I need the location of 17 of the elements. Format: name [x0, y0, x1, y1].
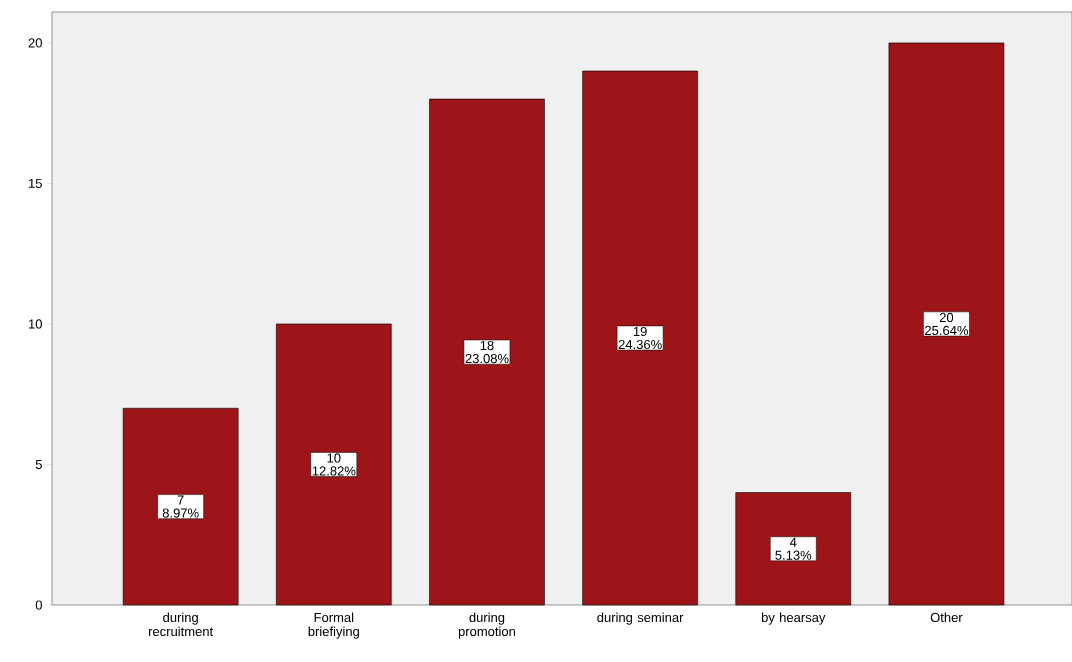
- y-tick-label: 15: [28, 178, 42, 188]
- data-label: 10 12.82%: [312, 453, 356, 476]
- x-tick-label: during recruitment: [149, 612, 214, 637]
- y-tick-label: 10: [28, 319, 42, 329]
- y-tick-label: 0: [35, 600, 42, 610]
- data-label: 4 5.13%: [775, 537, 812, 560]
- x-tick-label: during seminar: [597, 612, 684, 625]
- x-tick-label: Formal briefiying: [308, 612, 359, 639]
- y-tick-label: 5: [35, 459, 42, 470]
- data-label: 18 23.08%: [465, 340, 509, 364]
- data-label: 19 24.36%: [618, 326, 662, 350]
- x-tick-label: Other: [930, 612, 963, 623]
- x-tick-label: during promotion: [458, 612, 516, 639]
- data-label: 20 25.64%: [925, 312, 969, 336]
- y-tick-label: 20: [28, 38, 42, 48]
- data-label: 7 8.97%: [162, 495, 199, 518]
- x-tick-label: by hearsay: [761, 612, 826, 625]
